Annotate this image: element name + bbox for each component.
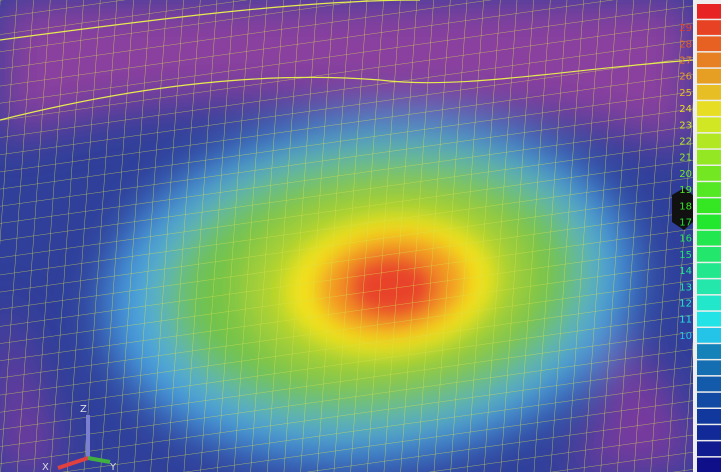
page: Z X Y 29 28 27 26 25 24 23 22 21 20 19 18 17 16 15 14 13…: [0, 0, 721, 472]
legend-swatch: [697, 328, 721, 343]
legend-swatch: [697, 279, 721, 294]
legend-label: 13: [679, 282, 692, 293]
legend-swatch: [697, 425, 721, 440]
legend-swatch: [697, 458, 721, 472]
legend-swatch: [697, 312, 721, 327]
legend-swatch: [697, 393, 721, 408]
legend-swatch: [697, 409, 721, 424]
legend-swatch: [697, 182, 721, 197]
legend-swatch: [697, 166, 721, 181]
legend-swatch: [697, 198, 721, 213]
legend-swatch: [697, 117, 721, 132]
legend-label: 24: [679, 104, 692, 115]
legend-label: 22: [679, 137, 692, 148]
legend-swatch: [697, 215, 721, 230]
legend-swatch: [697, 20, 721, 35]
legend-swatch: [697, 296, 721, 311]
legend-label: 14: [679, 266, 692, 277]
triad-z: Z: [80, 404, 87, 415]
legend-label: 20: [679, 169, 692, 180]
legend-swatch: [697, 344, 721, 359]
legend-swatch: [697, 231, 721, 246]
legend-label: 21: [679, 153, 692, 164]
legend-label: 23: [679, 120, 692, 131]
legend-swatch: [697, 69, 721, 84]
triad-x: X: [42, 462, 49, 472]
legend-swatch: [697, 85, 721, 100]
legend-label: 29: [679, 23, 692, 34]
legend-swatch: [697, 36, 721, 51]
legend-label: 15: [679, 250, 692, 261]
legend-label: 27: [679, 56, 692, 67]
legend-swatch: [697, 53, 721, 68]
legend-label: 17: [679, 218, 692, 229]
triad-y: Y: [109, 462, 117, 472]
legend-swatch: [697, 134, 721, 149]
legend-label: 26: [679, 72, 692, 83]
viewport: Z X Y 29 28 27 26 25 24 23 22 21 20 19 18 17 16 15 14 13…: [0, 0, 721, 472]
legend-label: 11: [679, 315, 692, 326]
legend-swatch: [697, 441, 721, 456]
legend-swatch: [697, 4, 721, 19]
legend-label: 25: [679, 88, 692, 99]
legend-swatch: [697, 150, 721, 165]
legend-label: 18: [679, 201, 692, 212]
legend-swatch: [697, 247, 721, 262]
legend-swatch: [697, 360, 721, 375]
legend-label: 12: [679, 299, 692, 310]
legend-label: 19: [679, 185, 692, 196]
legend-swatch: [697, 263, 721, 278]
legend-label: 28: [679, 39, 692, 50]
legend-swatch: [697, 377, 721, 392]
legend-swatch: [697, 101, 721, 116]
mesh: [0, 0, 693, 472]
legend-label: 10: [679, 331, 692, 342]
legend-label: 16: [679, 234, 692, 245]
